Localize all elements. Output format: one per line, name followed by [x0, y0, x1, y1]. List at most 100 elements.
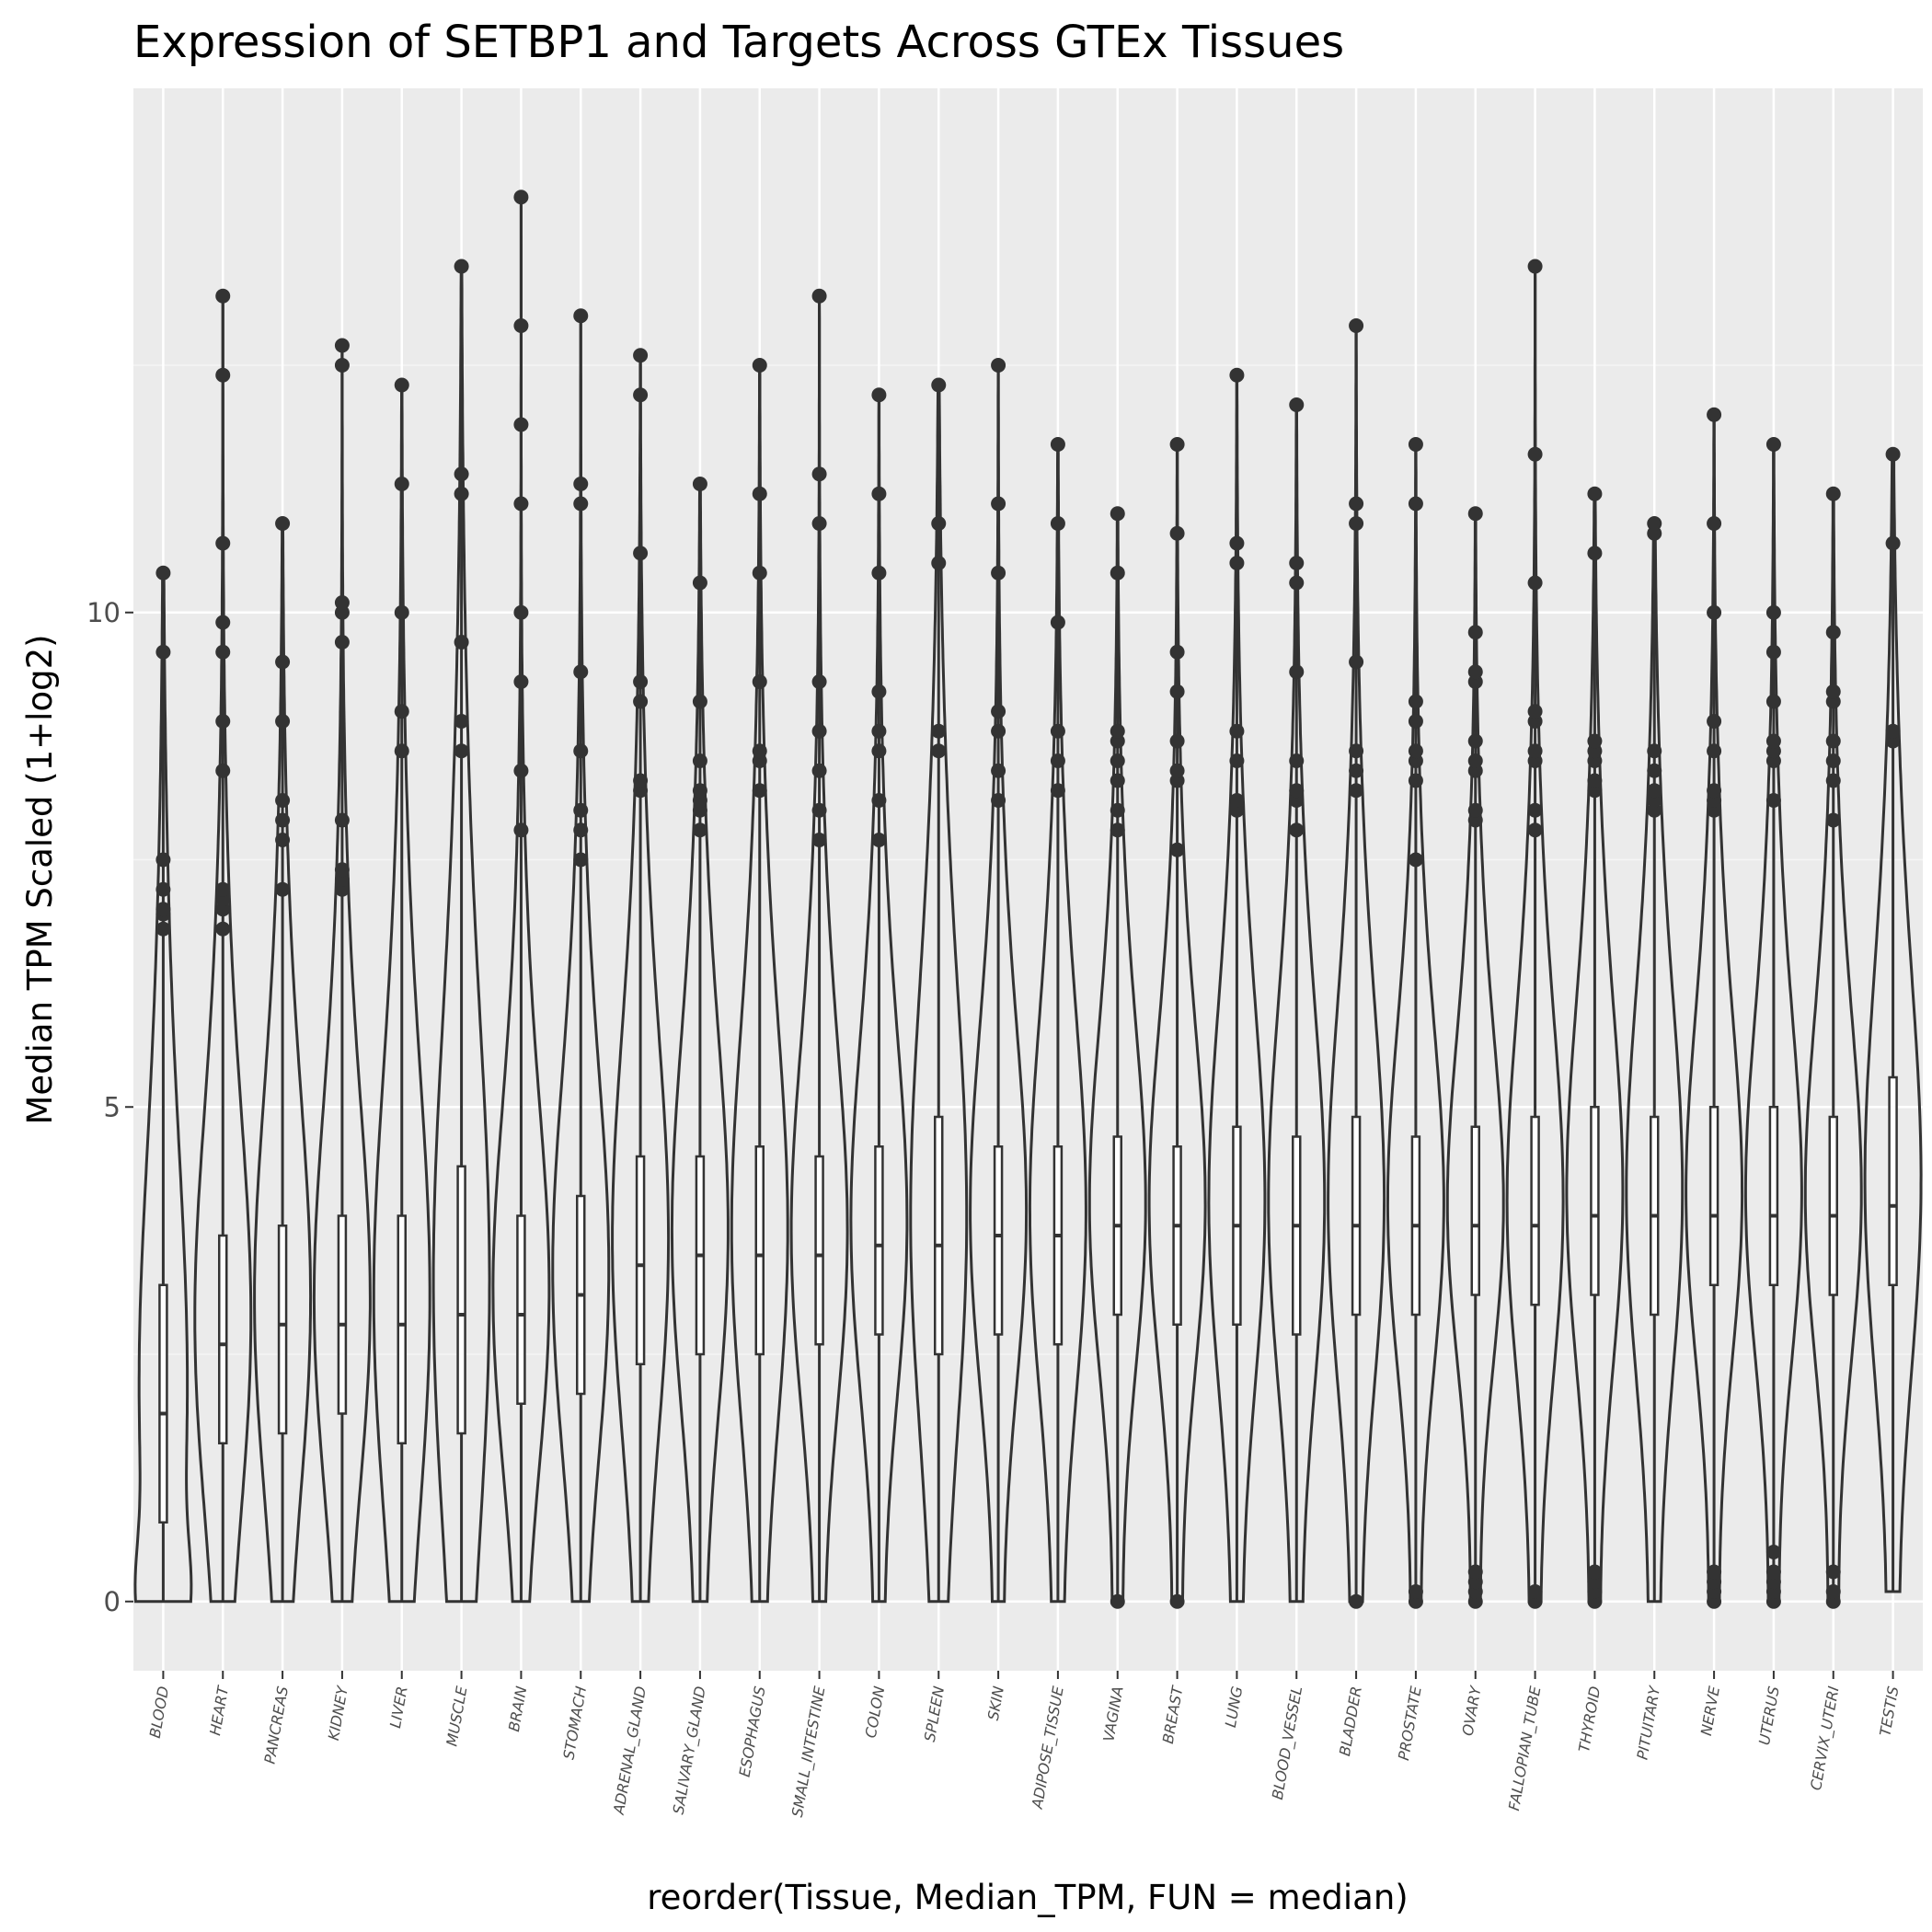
outlier-point [871, 793, 887, 808]
y-axis-title: Median TPM Scaled (1+log2) [20, 634, 60, 1124]
violin-stomach [551, 308, 611, 1604]
outlier-point [1647, 783, 1662, 799]
outlier-point [155, 881, 171, 897]
outlier-point [931, 556, 947, 570]
outlier-point [1169, 842, 1185, 857]
outlier-point [573, 496, 589, 512]
outlier-point [1825, 733, 1841, 749]
outlier-point [991, 793, 1006, 808]
outlier-point [394, 704, 409, 719]
outlier-point [1825, 684, 1841, 699]
outlier-point [1527, 259, 1543, 274]
outlier-point [1289, 783, 1305, 799]
outlier-point [871, 684, 887, 699]
outlier-point [1587, 733, 1603, 749]
outlier-point [1527, 704, 1543, 719]
outlier-point [1647, 743, 1662, 759]
outlier-point [1707, 783, 1722, 799]
outlier-point [215, 367, 231, 383]
outlier-point [1050, 516, 1065, 531]
outlier-point [215, 615, 231, 630]
x-tick-label: BREAST [1159, 1684, 1187, 1745]
violin-colon [849, 387, 909, 1604]
outlier-point [1349, 318, 1364, 333]
outlier-point [1349, 516, 1364, 531]
outlier-point [454, 714, 469, 729]
box [754, 1145, 765, 1356]
outlier-point [1765, 1545, 1781, 1559]
outlier-point [1707, 604, 1722, 620]
violin-lung [1207, 367, 1267, 1604]
outlier-point [215, 714, 231, 729]
outlier-point [991, 704, 1006, 719]
outlier-point [1527, 446, 1543, 462]
outlier-point [1408, 743, 1423, 759]
x-tick-label: ADIPOSE_TISSUE [1029, 1685, 1068, 1811]
outlier-point [633, 674, 649, 689]
outlier-point [1527, 802, 1543, 818]
outlier-point [1647, 516, 1662, 531]
x-tick-label: STOMACH [560, 1685, 591, 1761]
outlier-point [811, 802, 827, 818]
x-tick-label: ADRENAL_GLAND [610, 1685, 650, 1816]
outlier-point [1765, 694, 1781, 709]
outlier-point [573, 308, 589, 324]
x-tick-label: CERVIX_UTERI [1807, 1685, 1844, 1791]
outlier-point [1229, 367, 1245, 383]
outlier-point [1110, 1593, 1125, 1609]
outlier-point [275, 516, 291, 531]
outlier-point [573, 477, 589, 491]
violin-nerve [1685, 407, 1744, 1609]
outlier-point [931, 377, 947, 393]
outlier-point [692, 822, 707, 838]
outlier-point [1527, 822, 1543, 838]
outlier-point [871, 486, 887, 501]
outlier-point [1110, 773, 1125, 788]
x-tick-label: COLON [862, 1685, 889, 1739]
box [993, 1145, 1004, 1336]
x-tick-label: TESTIS [1876, 1685, 1902, 1737]
outlier-point [1765, 437, 1781, 452]
violin-heart [193, 288, 253, 1604]
box [397, 1214, 407, 1444]
outlier-point [1408, 714, 1423, 729]
outlier-point [1707, 1564, 1722, 1580]
outlier-point [1408, 1584, 1423, 1599]
outlier-point [991, 496, 1006, 512]
outlier-point [573, 743, 589, 759]
outlier-point [692, 694, 707, 709]
outlier-point [811, 674, 827, 689]
outlier-point [1587, 1564, 1603, 1580]
plot-panel [133, 88, 1923, 1671]
outlier-point [275, 793, 291, 808]
outlier-point [1050, 783, 1065, 799]
outlier-point [811, 723, 827, 739]
box [1888, 1075, 1898, 1286]
violin-skin [969, 358, 1029, 1604]
outlier-point [1050, 723, 1065, 739]
box [516, 1214, 526, 1405]
outlier-point [1825, 773, 1841, 788]
outlier-point [1169, 763, 1185, 778]
x-tick-label: FALLOPIAN_TUBE [1505, 1685, 1546, 1812]
violin-breast [1147, 437, 1207, 1609]
outlier-point [1707, 516, 1722, 531]
box [218, 1234, 228, 1444]
outlier-point [513, 822, 529, 838]
outlier-point [633, 694, 649, 709]
outlier-point [513, 417, 529, 432]
outlier-point [1169, 684, 1185, 699]
outlier-point [1349, 743, 1364, 759]
x-axis: BLOOD HEART PANCREAS KIDNEY LIVER MUSCLE BRAIN… [146, 1671, 1903, 1819]
outlier-point [633, 773, 649, 788]
outlier-point [991, 723, 1006, 739]
box [1292, 1135, 1302, 1336]
x-tick-label: VAGINA [1099, 1685, 1126, 1742]
outlier-point [334, 635, 350, 650]
x-tick-label: UTERUS [1755, 1685, 1783, 1746]
violin-kidney [312, 338, 372, 1604]
outlier-point [1110, 723, 1125, 739]
outlier-point [752, 743, 767, 759]
outlier-point [811, 516, 827, 531]
outlier-point [871, 387, 887, 403]
